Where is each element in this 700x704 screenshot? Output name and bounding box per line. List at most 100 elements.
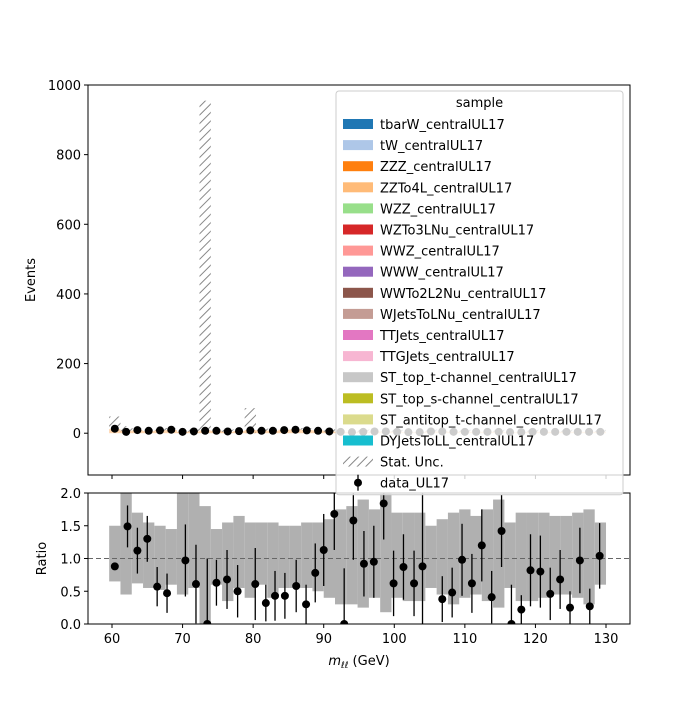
legend-swatch	[343, 436, 373, 446]
legend-swatch	[343, 309, 373, 319]
ratio-unc-band	[504, 522, 515, 588]
data-point	[145, 427, 153, 435]
legend-swatch	[343, 372, 373, 382]
ratio-point	[320, 546, 328, 554]
data-point	[258, 427, 266, 435]
ratio-point	[556, 575, 564, 583]
ratio-unc-band	[572, 513, 583, 598]
legend-label: ZZZ_centralUL17	[380, 160, 492, 175]
ratio-x-tick-label: 100	[382, 632, 407, 647]
ratio-x-tick-label: 80	[245, 632, 262, 647]
ratio-point	[212, 579, 220, 587]
x-axis-label-sub: ℓℓ	[340, 661, 348, 671]
data-point	[111, 425, 119, 433]
ratio-point	[536, 568, 544, 576]
ratio-x-tick-label: 90	[315, 632, 332, 647]
ratio-unc-band	[290, 526, 301, 588]
legend-swatch	[343, 246, 373, 256]
ratio-point	[410, 579, 418, 587]
data-point	[122, 428, 130, 436]
ratio-unc-band	[380, 493, 391, 612]
ratio-point	[292, 582, 300, 590]
legend-label: TTJets_centralUL17	[379, 329, 505, 344]
ratio-point	[370, 558, 378, 566]
legend-swatch	[343, 267, 373, 277]
ratio-point	[468, 579, 476, 587]
ratio-point	[163, 589, 171, 597]
ratio-point	[223, 575, 231, 583]
legend-label: DYJetsToLL_centralUL17	[380, 435, 534, 450]
legend-swatch	[343, 182, 373, 192]
ratio-unc-band	[222, 522, 233, 601]
ratio-point	[586, 602, 594, 610]
legend-label: Stat. Unc.	[380, 456, 444, 471]
data-point	[167, 426, 175, 434]
ratio-unc-band	[109, 526, 120, 582]
data-point	[325, 427, 333, 435]
legend-label: TTGJets_centralUL17	[379, 350, 515, 365]
ratio-point	[517, 606, 525, 614]
ratio-x-tick-label: 60	[104, 632, 121, 647]
x-axis-label-main: m	[328, 654, 341, 669]
legend-label: ST_antitop_t-channel_centralUL17	[380, 413, 602, 428]
ratio-unc-band	[188, 493, 199, 588]
ratio-point	[143, 535, 151, 543]
legend-swatch-hatch	[343, 457, 373, 467]
ratio-point	[380, 499, 388, 507]
legend-swatch	[343, 414, 373, 424]
ratio-point	[438, 595, 446, 603]
legend: sample tbarW_centralUL17 tW_centralUL17 ZZZ…	[336, 91, 623, 495]
ratio-y-tick-label: 0.0	[60, 618, 81, 633]
legend-label: tbarW_centralUL17	[380, 118, 505, 133]
ratio-point	[596, 552, 604, 560]
data-point	[212, 427, 220, 435]
ratio-unc-band	[233, 516, 244, 588]
ratio-unc-band	[120, 493, 131, 595]
y-tick-label: 0	[73, 427, 81, 442]
legend-swatch	[343, 393, 373, 403]
ratio-point	[360, 560, 368, 568]
ratio-point	[153, 583, 161, 591]
data-point	[156, 426, 164, 434]
ratio-point	[458, 556, 466, 564]
ratio-point	[262, 599, 270, 607]
figure: 0 200 400 600 800 1000 Events 0.0 0.5 1.0 1.5 2.0 6…	[0, 0, 700, 700]
ratio-point	[419, 562, 427, 570]
legend-swatch	[343, 351, 373, 361]
ratio-unc-band	[256, 522, 267, 584]
ratio-y-axis-label: Ratio	[35, 542, 50, 575]
data-point	[235, 427, 243, 435]
legend-label: WWZ_centralUL17	[380, 245, 500, 260]
ratio-unc-band	[301, 522, 312, 588]
ratio-point	[124, 522, 132, 530]
ratio-unc-band	[358, 500, 369, 608]
ratio-point	[251, 580, 259, 588]
ratio-unc-band	[154, 526, 165, 590]
ratio-point	[281, 592, 289, 600]
ratio-x-tick-label: 70	[174, 632, 191, 647]
legend-swatch	[343, 288, 373, 298]
data-point	[269, 427, 277, 435]
ratio-unc-band	[312, 522, 323, 591]
legend-label: WWTo2L2Nu_centralUL17	[380, 287, 546, 302]
x-axis-label: mℓℓ (GeV)	[328, 654, 389, 671]
y-tick-label: 800	[56, 149, 81, 164]
ratio-unc-band	[493, 500, 504, 608]
ratio-point	[111, 562, 119, 570]
ratio-point	[498, 527, 506, 535]
ratio-point	[488, 593, 496, 601]
data-point	[224, 427, 232, 435]
data-point	[303, 426, 311, 434]
legend-label: data_UL17	[380, 477, 449, 492]
ratio-unc-band	[143, 522, 154, 588]
ratio-unc-band	[369, 509, 380, 597]
ratio-point	[234, 587, 242, 595]
legend-marker	[354, 479, 362, 487]
ratio-point	[311, 569, 319, 577]
legend-label: tW_centralUL17	[380, 139, 483, 154]
ratio-unc-band	[267, 522, 278, 597]
ratio-unc-band	[561, 516, 572, 595]
legend-swatch	[343, 161, 373, 171]
ratio-y-tick-label: 1.0	[60, 553, 81, 568]
legend-swatch	[343, 203, 373, 213]
